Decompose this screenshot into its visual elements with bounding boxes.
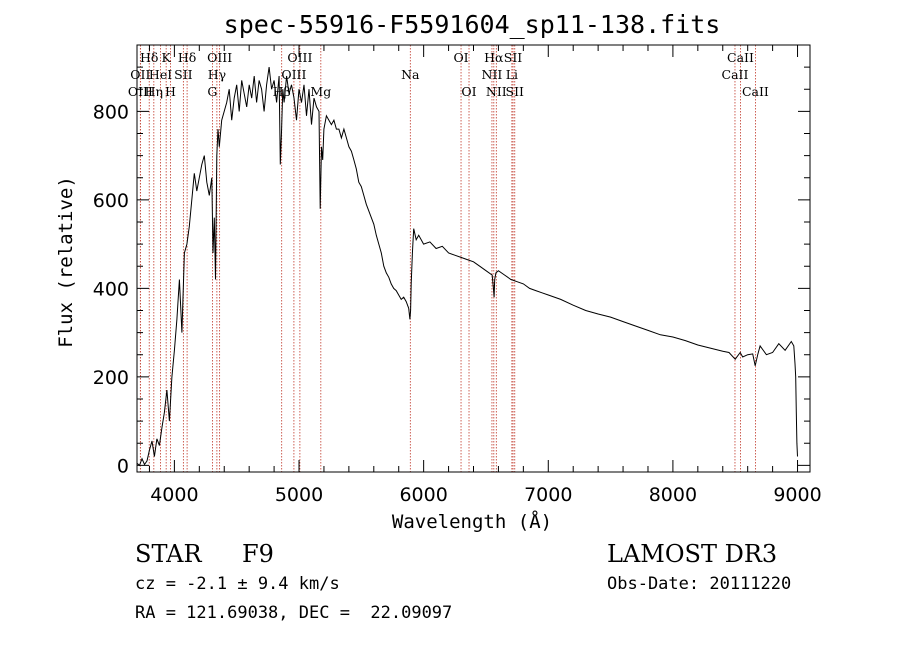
x-tick-label: 5000 (275, 484, 323, 506)
spectral-line-label: Na (401, 67, 420, 82)
spectral-line-label: Hδ (140, 50, 158, 65)
x-tick-label: 6000 (399, 484, 447, 506)
y-tick-label: 0 (117, 455, 129, 477)
x-tick-label: 7000 (524, 484, 572, 506)
coordinates: RA = 121.69038, DEC = 22.09097 (135, 603, 453, 623)
spectral-line-label: CaII (727, 50, 754, 65)
spectral-line-label: Hα (484, 50, 504, 65)
spectral-line-label: NII (482, 67, 503, 82)
spectral-line-label: CaII (722, 67, 749, 82)
spectral-line-label: NII (486, 84, 507, 99)
y-tick-label: 200 (93, 367, 129, 389)
y-axis-label: Flux (relative) (55, 176, 77, 348)
spectral-line-label: H (165, 84, 176, 99)
chart-title: spec-55916-F5591604_sp11-138.fits (224, 10, 721, 39)
y-tick-label: 600 (93, 190, 129, 212)
y-tick-label: 800 (93, 101, 129, 123)
observation-date: Obs-Date: 20111220 (607, 574, 792, 594)
spectral-line-label: SII (506, 84, 525, 99)
object-subclass: F9 (242, 540, 274, 568)
spectral-line-label: Hδ (178, 50, 196, 65)
spectral-line-label: OIII (128, 84, 153, 99)
spectral-line-label: OIII (207, 50, 232, 65)
survey-name: LAMOST DR3 (607, 540, 778, 568)
x-tick-label: 4000 (150, 484, 198, 506)
plot-frame (136, 44, 811, 473)
spectral-line-label: OI (453, 50, 468, 65)
spectrum-series-line (136, 67, 798, 467)
spectral-line-label: SII (504, 50, 523, 65)
spectral-line-label: G (207, 84, 217, 99)
spectral-line-label: Li (506, 67, 518, 82)
spectral-line-label: HeI (149, 67, 172, 82)
spectral-line-label: OIII (281, 67, 306, 82)
spectral-line-label: Hγ (208, 67, 226, 82)
spectral-line-label: Mg (310, 84, 331, 99)
redshift-cz: cz = -2.1 ± 9.4 km/s (135, 574, 340, 594)
spectrum-chart: spec-55916-F5591604_sp11-138.fits Hδ OII O… (55, 10, 822, 533)
x-tick-label: 9000 (773, 484, 821, 506)
axis-ticks: 4000 5000 6000 7000 8000 9000 0 200 400 600 800 (93, 45, 822, 506)
x-tick-label: 8000 (649, 484, 697, 506)
spectral-line-label: OII (130, 67, 150, 82)
spectral-line-label: K (161, 50, 171, 65)
spectral-line-label: OIII (287, 50, 312, 65)
spectral-lines-layer (139, 45, 756, 472)
spectral-line-label: SII (174, 67, 193, 82)
spectral-line-label: Hη (145, 84, 163, 99)
spectral-line-label: OI (461, 84, 476, 99)
spectral-line-label: CaII (742, 84, 769, 99)
x-axis-label: Wavelength (Å) (392, 510, 552, 533)
y-tick-label: 400 (93, 278, 129, 300)
object-class: STAR (135, 540, 202, 568)
